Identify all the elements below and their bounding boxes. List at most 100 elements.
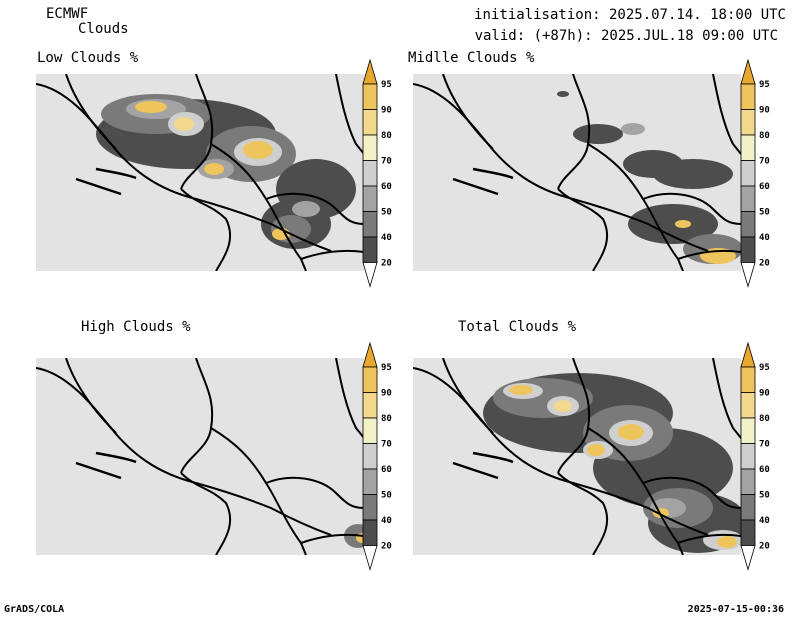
colorbar-label: 50 xyxy=(759,208,770,218)
borders xyxy=(413,74,741,271)
colorbar-segment-above-95 xyxy=(362,58,378,85)
colorbar-segment-80-90 xyxy=(740,392,756,419)
colorbar-label: 50 xyxy=(759,491,770,501)
colorbar-segment-above-95 xyxy=(362,341,378,368)
colorbar-total: 20 40 50 60 70 80 90 95 xyxy=(740,341,781,571)
colorbar-segment-below-20 xyxy=(740,262,756,288)
map-high xyxy=(36,358,364,555)
colorbar-label: 40 xyxy=(759,516,770,526)
colorbar-segment-80-90 xyxy=(362,392,378,419)
colorbar-label: 90 xyxy=(759,106,770,116)
colorbar-label: 20 xyxy=(759,259,770,269)
colorbar-segment-70-80 xyxy=(362,134,378,161)
panel-title-total: Total Clouds % xyxy=(458,319,577,335)
colorbar-segment-90-95 xyxy=(362,83,378,110)
colorbar-segment-50-60 xyxy=(740,468,756,495)
map-panel-high xyxy=(36,358,364,555)
colorbar-segment-80-90 xyxy=(362,109,378,136)
colorbar-label: 80 xyxy=(381,131,392,141)
colorbar-segment-above-95 xyxy=(740,341,756,368)
colorbar-label: 40 xyxy=(381,516,392,526)
colorbar-segment-40-50 xyxy=(362,494,378,521)
colorbar-label: 90 xyxy=(381,106,392,116)
colorbar-label: 50 xyxy=(381,208,392,218)
map-middle xyxy=(413,74,741,271)
panel-title-middle: Midlle Clouds % xyxy=(408,50,535,66)
cloud-field xyxy=(557,91,741,264)
colorbar-label: 95 xyxy=(381,80,392,90)
colorbar-segment-40-50 xyxy=(362,211,378,238)
panel-title-high: High Clouds % xyxy=(81,319,191,335)
borders xyxy=(413,358,741,555)
map-panel-total xyxy=(413,358,741,555)
colorbar-label: 80 xyxy=(759,131,770,141)
colorbar-segment-70-80 xyxy=(740,134,756,161)
colorbar-svg: 20 40 50 60 70 80 90 95 xyxy=(362,58,392,288)
map-low xyxy=(36,74,364,271)
colorbar-label: 80 xyxy=(759,414,770,424)
colorbar-label: 95 xyxy=(759,80,770,90)
colorbar-label: 95 xyxy=(381,363,392,373)
colorbar-label: 50 xyxy=(381,491,392,501)
colorbar-segment-50-60 xyxy=(362,185,378,212)
colorbar-label: 60 xyxy=(381,465,392,475)
colorbar-segment-20-40 xyxy=(362,236,378,263)
colorbar-label: 70 xyxy=(381,440,392,450)
colorbar-segment-below-20 xyxy=(362,545,378,571)
panel-title-low: Low Clouds % xyxy=(37,50,139,66)
colorbar-segment-70-80 xyxy=(740,417,756,444)
initialisation-time: initialisation: 2025.07.14. 18:00 UTC xyxy=(474,7,786,23)
colorbar-middle: 20 40 50 60 70 80 90 95 xyxy=(740,58,781,288)
colorbar-segment-80-90 xyxy=(740,109,756,136)
footer-timestamp: 2025-07-15-00:36 xyxy=(687,604,784,615)
borders xyxy=(36,358,364,555)
model-name: ECMWF xyxy=(46,6,89,22)
colorbar-low: 20 40 50 60 70 80 90 95 xyxy=(362,58,403,288)
colorbar-label: 20 xyxy=(759,542,770,552)
colorbar-segment-60-70 xyxy=(362,160,378,187)
footer-software: GrADS/COLA xyxy=(4,604,65,615)
colorbar-segment-90-95 xyxy=(740,366,756,393)
colorbar-label: 90 xyxy=(759,389,770,399)
colorbar-segment-above-95 xyxy=(740,58,756,85)
cloud-field xyxy=(96,94,356,249)
colorbar-svg: 20 40 50 60 70 80 90 95 xyxy=(740,58,770,288)
map-background xyxy=(36,358,364,555)
colorbar-segment-below-20 xyxy=(740,545,756,571)
colorbar-segment-20-40 xyxy=(740,236,756,263)
colorbar-svg: 20 40 50 60 70 80 90 95 xyxy=(362,341,392,571)
colorbar-label: 40 xyxy=(381,233,392,243)
product-name: Clouds xyxy=(78,21,129,37)
colorbar-segment-50-60 xyxy=(362,468,378,495)
colorbar-segment-40-50 xyxy=(740,494,756,521)
cloud-field xyxy=(483,373,741,553)
colorbar-svg: 20 40 50 60 70 80 90 95 xyxy=(740,341,770,571)
colorbar-label: 95 xyxy=(759,363,770,373)
colorbar-segment-60-70 xyxy=(740,443,756,470)
colorbar-segment-50-60 xyxy=(740,185,756,212)
colorbar-segment-90-95 xyxy=(362,366,378,393)
colorbar-label: 60 xyxy=(759,465,770,475)
colorbar-label: 70 xyxy=(381,157,392,167)
colorbar-segment-below-20 xyxy=(362,262,378,288)
map-panel-low xyxy=(36,74,364,271)
colorbar-label: 20 xyxy=(381,259,392,269)
colorbar-label: 60 xyxy=(381,182,392,192)
borders xyxy=(36,74,364,271)
colorbar-label: 20 xyxy=(381,542,392,552)
colorbar-label: 90 xyxy=(381,389,392,399)
colorbar-segment-70-80 xyxy=(362,417,378,444)
colorbar-segment-20-40 xyxy=(740,519,756,546)
colorbar-label: 60 xyxy=(759,182,770,192)
colorbar-label: 70 xyxy=(759,157,770,167)
colorbar-segment-40-50 xyxy=(740,211,756,238)
map-total xyxy=(413,358,741,555)
valid-time: valid: (+87h): 2025.JUL.18 09:00 UTC xyxy=(474,28,778,44)
colorbar-label: 40 xyxy=(759,233,770,243)
colorbar-label: 80 xyxy=(381,414,392,424)
colorbar-segment-20-40 xyxy=(362,519,378,546)
colorbar-segment-60-70 xyxy=(740,160,756,187)
colorbar-label: 70 xyxy=(759,440,770,450)
colorbar-segment-90-95 xyxy=(740,83,756,110)
map-panel-middle xyxy=(413,74,741,271)
